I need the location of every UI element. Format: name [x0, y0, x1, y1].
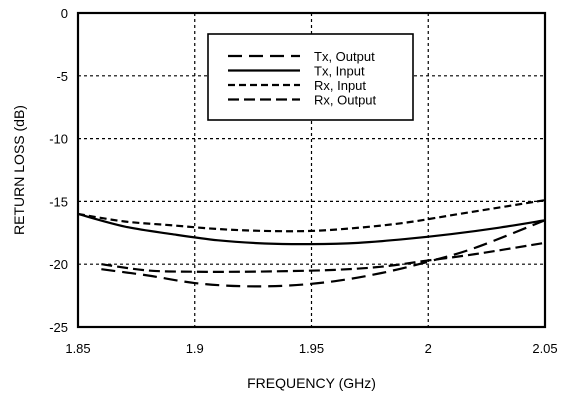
legend-label-4: Rx, Output	[314, 93, 377, 108]
series-line-2	[77, 212, 546, 246]
series-line-3	[77, 199, 546, 233]
x-tick-label: 2	[425, 341, 432, 356]
y-tick-label: -5	[56, 69, 68, 84]
y-tick-label: -15	[49, 194, 68, 209]
legend-label-3: Rx, Input	[314, 78, 366, 93]
y-tick-label: 0	[61, 6, 68, 21]
x-tick-label: 1.95	[299, 341, 324, 356]
y-tick-label: -10	[49, 132, 68, 147]
x-axis-label: FREQUENCY (GHz)	[247, 375, 376, 391]
y-tick-label: -20	[49, 257, 68, 272]
series-line-1	[101, 219, 546, 288]
y-axis-label: RETURN LOSS (dB)	[11, 105, 27, 235]
legend-box	[207, 33, 414, 121]
legend-label-2: Tx, Input	[314, 64, 365, 79]
x-tick-label: 2.05	[532, 341, 557, 356]
series-line-4	[101, 241, 546, 273]
plot-frame	[76, 11, 547, 329]
y-tick-label: -25	[49, 320, 68, 335]
x-tick-label: 1.85	[65, 341, 90, 356]
x-tick-label: 1.9	[186, 341, 204, 356]
legend-label-1: Tx, Output	[314, 49, 375, 64]
